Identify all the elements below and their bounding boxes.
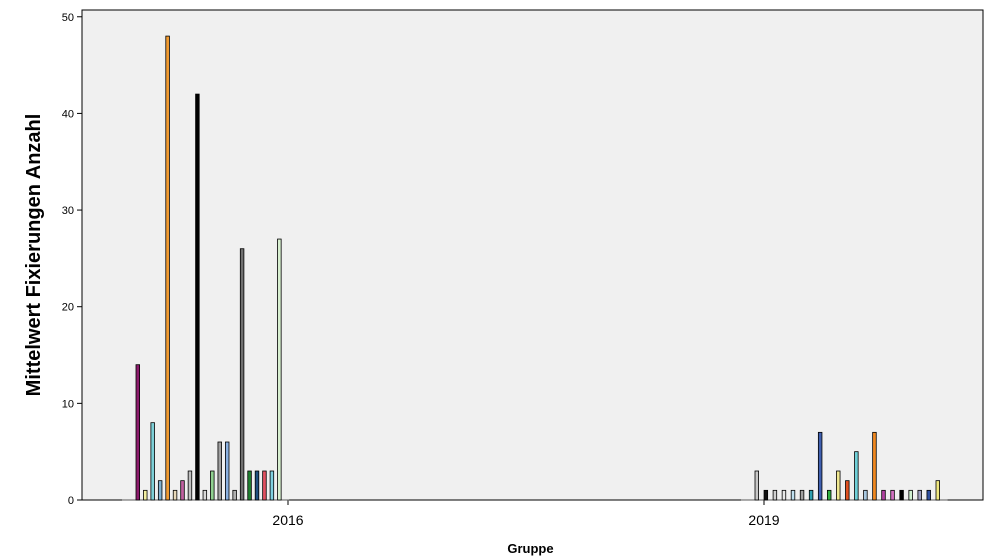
bar — [269, 470, 275, 501]
y-tick-label: 10 — [62, 398, 74, 410]
bars — [122, 35, 948, 501]
x-axis: 2016 2019 — [272, 500, 780, 528]
bar — [232, 489, 237, 501]
bar — [754, 470, 759, 501]
bar — [926, 489, 931, 501]
bar — [180, 480, 185, 501]
bar — [763, 489, 769, 501]
y-tick-label: 0 — [68, 495, 74, 507]
x-tick-label: 2019 — [748, 512, 779, 528]
y-axis-title: Mittelwert Fixierungen Anzahl — [23, 114, 45, 397]
y-axis: 0 10 20 30 40 50 — [62, 12, 82, 507]
bar — [854, 451, 859, 501]
y-tick-label: 50 — [62, 12, 74, 24]
bar — [150, 422, 155, 501]
x-tick-label: 2016 — [272, 512, 303, 528]
plot-area — [81, 9, 984, 501]
bar — [135, 364, 140, 501]
bar — [217, 441, 222, 501]
bar — [239, 248, 245, 501]
y-tick-label: 30 — [62, 205, 74, 217]
bar — [908, 489, 913, 501]
bar — [817, 431, 823, 501]
bar — [157, 480, 163, 501]
bar — [224, 441, 230, 501]
bar — [143, 489, 148, 501]
bar — [781, 489, 787, 501]
bar — [262, 470, 267, 501]
bar — [187, 470, 193, 501]
x-axis-title: Gruppe — [507, 541, 553, 556]
y-tick-label: 20 — [62, 302, 74, 314]
bar — [210, 470, 215, 501]
bar — [195, 93, 200, 501]
bar — [881, 489, 886, 501]
bar — [254, 470, 260, 501]
bar — [845, 480, 850, 501]
y-tick-label: 40 — [62, 108, 74, 120]
bar — [202, 489, 208, 501]
bar — [247, 470, 252, 501]
bar — [790, 489, 796, 501]
bar — [799, 489, 805, 501]
bar — [808, 489, 814, 501]
bar — [277, 238, 282, 501]
bar — [836, 470, 841, 501]
bar — [935, 480, 940, 501]
bar — [890, 489, 895, 501]
bar — [827, 489, 832, 501]
bar — [863, 489, 868, 501]
bar — [872, 431, 877, 501]
bar — [772, 489, 778, 501]
bar — [172, 489, 178, 501]
bar — [165, 35, 170, 501]
bar — [917, 489, 922, 501]
bar — [899, 489, 904, 501]
